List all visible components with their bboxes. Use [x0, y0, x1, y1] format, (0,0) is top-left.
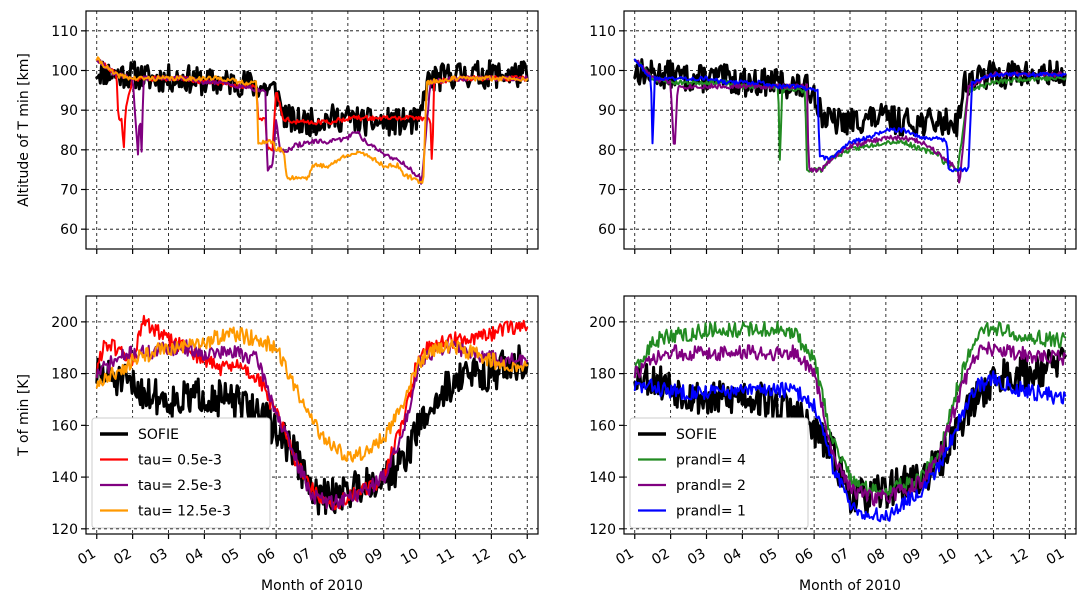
- y-tick-label: 180: [51, 367, 78, 383]
- x-tick-label: 01: [613, 546, 636, 569]
- x-tick-label: 10: [936, 546, 959, 569]
- series-line-prandl-4: [633, 321, 1067, 497]
- y-tick-label: 80: [598, 143, 616, 159]
- series-line-3: [633, 58, 1067, 173]
- x-tick-label: 05: [757, 546, 780, 569]
- y-tick-label: 100: [589, 64, 616, 80]
- chart-panel-top-right: 60 70 80 90 100 110: [589, 10, 1077, 254]
- x-tick-label: 07: [291, 546, 314, 569]
- plot-frame: [85, 10, 539, 250]
- series-line-tau-12-5e-3: [95, 326, 529, 463]
- y-tick-label: 160: [589, 418, 616, 434]
- series-line-2: [633, 58, 1067, 184]
- x-tick-label: 08: [864, 546, 887, 569]
- y-tick-label: 80: [60, 143, 78, 159]
- x-tick-label: 12: [470, 546, 493, 569]
- y-tick-label: 140: [589, 470, 616, 486]
- y-tick-label: 70: [60, 183, 78, 199]
- x-tick-label: 02: [649, 546, 672, 569]
- chart-panel-top-left: 60 70 80 90 100 110 Altitude of T min [km]: [16, 10, 539, 254]
- y-tick-label: 60: [598, 222, 616, 238]
- y-axis-label: Altitude of T min [km]: [16, 53, 32, 207]
- y-tick-label: 110: [589, 24, 616, 40]
- legend-entry-label: prandl= 4: [676, 453, 746, 469]
- y-tick-label: 160: [51, 418, 78, 434]
- legend-box: [91, 417, 271, 529]
- y-tick-label: 140: [51, 470, 78, 486]
- chart-panel-bottom-left: 120 140 160 180 200 01 02 03 04 05 06 07 08 09 10 11 12 0…: [16, 295, 539, 594]
- series-line-1: [633, 58, 1067, 173]
- x-tick-label: 04: [721, 546, 745, 569]
- y-tick-label: 110: [51, 24, 78, 40]
- y-tick-label: 90: [60, 103, 78, 119]
- y-tick-label: 200: [589, 315, 616, 331]
- x-tick-label: 11: [972, 546, 995, 569]
- x-tick-label: 04: [183, 546, 207, 569]
- chart-panel-bottom-right: 120 140 160 180 200 01 02 03 04 05 06 07 08 09 10 11 12 0…: [589, 295, 1077, 594]
- y-tick-label: 200: [51, 315, 78, 331]
- x-axis-label: Month of 2010: [261, 578, 363, 594]
- x-tick-label: 05: [219, 546, 242, 569]
- series-line-prandl-2: [633, 341, 1067, 507]
- x-tick-label: 03: [147, 546, 170, 569]
- series-line-prandl-1: [633, 370, 1067, 523]
- legend: SOFIE prandl= 4 prandl= 2 prandl= 1: [629, 417, 809, 529]
- x-tick-label: 12: [1008, 546, 1031, 569]
- x-tick-label: 09: [362, 546, 385, 569]
- legend-entry-label: SOFIE: [676, 427, 717, 443]
- legend-entry-label: tau= 12.5e-3: [138, 504, 231, 520]
- legend-entry-label: tau= 2.5e-3: [138, 478, 222, 494]
- x-tick-label: 03: [685, 546, 708, 569]
- series-line-tau-0-5e-3: [95, 314, 529, 511]
- x-tick-label: 10: [398, 546, 421, 569]
- y-tick-label: 120: [51, 522, 78, 538]
- legend-entry-label: prandl= 2: [676, 478, 746, 494]
- x-tick-label: 09: [900, 546, 923, 569]
- x-tick-label: 01: [1044, 546, 1067, 569]
- x-tick-label: 01: [75, 546, 98, 569]
- x-axis-label: Month of 2010: [799, 578, 901, 594]
- y-tick-label: 120: [589, 522, 616, 538]
- series-line-3: [95, 56, 529, 184]
- legend-entry-label: prandl= 1: [676, 504, 746, 520]
- legend-entry-label: tau= 0.5e-3: [138, 453, 222, 469]
- y-tick-label: 100: [51, 64, 78, 80]
- x-tick-label: 11: [434, 546, 457, 569]
- x-tick-label: 06: [793, 546, 817, 569]
- y-tick-label: 90: [598, 103, 616, 119]
- x-tick-label: 01: [506, 546, 529, 569]
- y-tick-label: 60: [60, 222, 78, 238]
- y-axis-label: T of min [K]: [16, 374, 32, 457]
- legend-box: [629, 417, 809, 529]
- x-tick-label: 02: [111, 546, 134, 569]
- y-tick-label: 180: [589, 367, 616, 383]
- x-tick-label: 06: [255, 546, 279, 569]
- x-tick-label: 07: [829, 546, 852, 569]
- x-tick-label: 08: [326, 546, 349, 569]
- y-tick-label: 70: [598, 183, 616, 199]
- legend: SOFIE tau= 0.5e-3 tau= 2.5e-3 tau= 12.5e-3: [91, 417, 271, 529]
- legend-entry-label: SOFIE: [138, 427, 179, 443]
- plot-frame: [623, 10, 1077, 250]
